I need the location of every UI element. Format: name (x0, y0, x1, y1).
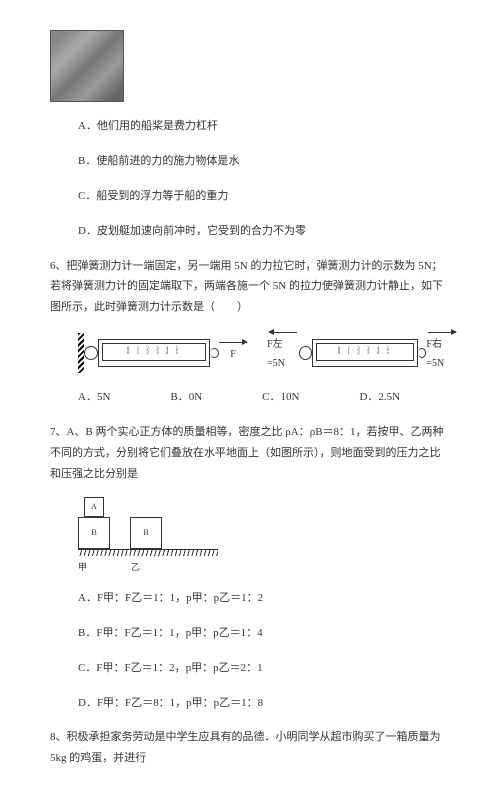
q7-text: 7、A、B 两个实心正方体的质量相等，密度之比 ρA：ρB＝8：1，若按甲、乙两… (50, 422, 450, 485)
q6-option-d: D．2.5N (359, 387, 400, 408)
boat-image (50, 30, 124, 102)
caption-jia: 甲 (78, 559, 87, 576)
force-label-left: F左=5N (267, 335, 299, 373)
q5-option-d: D．皮划艇加速向前冲时，它受到的合力不为零 (78, 221, 450, 242)
hook-icon (210, 348, 219, 358)
ring-icon (299, 346, 312, 360)
q8-text: 8、积极承担家务劳动是中学生应具有的品德．小明同学从超市购买了一箱质量为 5kg… (50, 727, 450, 769)
spring-figure: 0 1 2 3 4 5 0 1 2 3 4 5 F F左=5N 0 1 2 3 … (78, 332, 450, 373)
q6-option-b: B．0N (170, 387, 202, 408)
caption-yi: 乙 (131, 559, 140, 576)
q6-options: A．5N B．0N C．10N D．2.5N (78, 387, 450, 408)
block-figure: A B B 甲 乙 (78, 497, 450, 576)
block-small-1: A (84, 497, 104, 517)
q5-option-b: B．使船前进的力的施力物体是水 (78, 151, 450, 172)
q7-option-d: D．F甲：F乙＝8：1，p甲：p乙＝1：8 (78, 693, 450, 714)
q5-option-c: C．船受到的浮力等于船的重力 (78, 186, 450, 207)
ground-icon (78, 549, 218, 556)
q6-text: 6、把弹簧测力计一端固定，另一端用 5N 的力拉它时，弹簧测力计的示数为 5N；… (50, 256, 450, 319)
spring-gauge-1: 0 1 2 3 4 5 0 1 2 3 4 5 (98, 339, 210, 367)
arrow-right-icon (428, 332, 456, 333)
spring-gauge-2: 0 1 2 3 4 5 0 1 2 3 4 5 (312, 339, 418, 367)
q7-option-b: B．F甲：F乙＝1：1，p甲：p乙＝1：4 (78, 623, 450, 644)
q5-option-a: A．他们用的船桨是费力杠杆 (78, 116, 450, 137)
q7-option-c: C．F甲：F乙＝1：2，p甲：p乙＝2：1 (78, 658, 450, 679)
arrow-right-icon (219, 342, 247, 343)
force-label-right: F右=5N (426, 335, 458, 373)
hook-icon (418, 348, 427, 358)
force-label-f: F (230, 345, 236, 364)
q6-option-a: A．5N (78, 387, 110, 408)
block-large-1: B (78, 517, 110, 549)
block-large-2: B (130, 517, 162, 549)
q7-option-a: A．F甲：F乙＝1：1，p甲：p乙＝1：2 (78, 588, 450, 609)
q6-option-c: C．10N (262, 387, 299, 408)
arrow-left-icon (269, 332, 297, 333)
ring-icon (84, 346, 98, 360)
